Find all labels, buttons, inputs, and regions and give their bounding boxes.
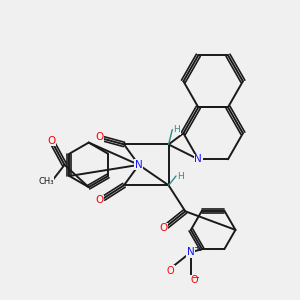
Text: +: + xyxy=(193,243,200,252)
Text: H: H xyxy=(177,172,184,181)
Text: CH₃: CH₃ xyxy=(38,177,54,186)
Text: O: O xyxy=(96,132,104,142)
Text: −: − xyxy=(192,273,200,283)
Text: H: H xyxy=(173,125,180,134)
Text: O: O xyxy=(47,136,56,146)
Text: O: O xyxy=(167,266,174,276)
Text: O: O xyxy=(191,275,198,285)
Text: O: O xyxy=(159,223,167,233)
Text: N: N xyxy=(194,154,202,164)
Text: N: N xyxy=(187,247,195,257)
Text: N: N xyxy=(135,160,143,170)
Text: O: O xyxy=(96,195,104,205)
